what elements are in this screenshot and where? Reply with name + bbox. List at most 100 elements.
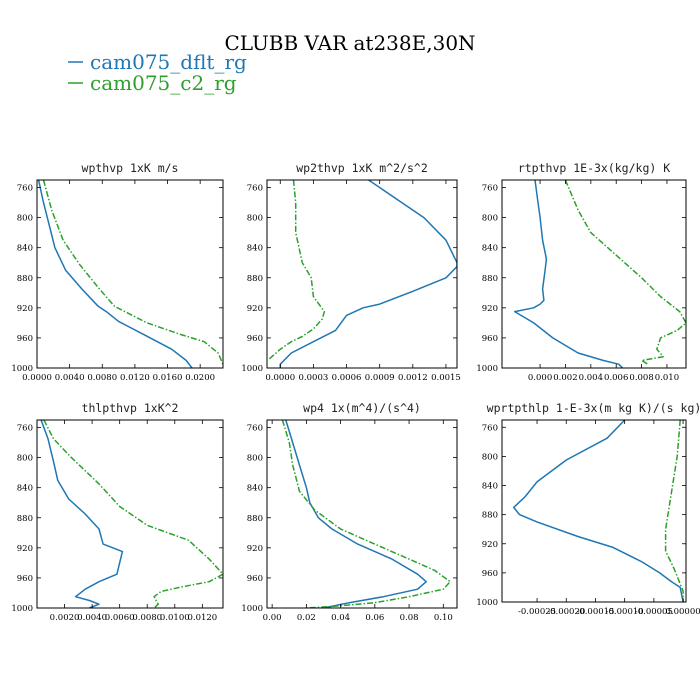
y-tick-label: 960 (17, 574, 33, 584)
x-tick-label: 0.00000 (666, 607, 700, 617)
panel-lines (37, 180, 223, 368)
y-tick-label: 800 (482, 452, 498, 462)
x-tick-label: 0.0160 (153, 373, 183, 383)
x-tick-label: -0.00020 (547, 607, 585, 617)
panel-title: wprtpthlp 1-E-3x(m kg K)/(s kg) (487, 401, 700, 415)
x-tick-label: 0.0012 (398, 373, 428, 383)
series-line-dflt (37, 180, 193, 368)
x-tick-label: 0.0060 (105, 613, 135, 623)
y-tick-label: 1000 (476, 598, 498, 608)
y-tick-label: 920 (17, 544, 33, 554)
y-tick-label: 880 (17, 514, 33, 524)
panel-2: wp2thvp 1xK m^2/s^2 760 800 840 880 920 960 100… (241, 161, 460, 383)
x-tick-label: -0.00015 (576, 607, 614, 617)
panel-lines (281, 420, 451, 608)
series-line-c2 (664, 420, 684, 602)
series-line-c2 (42, 180, 223, 365)
panel-title: wpthvp 1xK m/s (82, 161, 179, 175)
series-line-c2 (281, 420, 451, 608)
x-tick-label: 0.0080 (87, 373, 117, 383)
x-tick-label: 0.0120 (120, 373, 150, 383)
plot-frame (36, 419, 224, 609)
y-tick-label: 880 (482, 274, 498, 284)
y-tick-label: 1000 (241, 364, 263, 374)
x-tick-label: 0.02 (297, 613, 316, 623)
panel-5: wp4 1x(m^4)/(s^4)76080084088092096010000… (241, 401, 458, 623)
panel-lines (513, 180, 686, 368)
x-tick-label: -0.00010 (606, 607, 644, 617)
panel-lines (512, 420, 684, 602)
y-tick-label: 800 (17, 454, 33, 464)
y-tick-label: 880 (482, 511, 498, 521)
panel-6: wprtpthlp 1-E-3x(m kg K)/(s kg) 760 800 840… (476, 401, 700, 617)
y-tick-label: 880 (247, 274, 263, 284)
panel-lines (268, 180, 457, 368)
x-tick-label: 0.0100 (160, 613, 190, 623)
plot-frame (36, 179, 224, 369)
y-tick-label: 760 (247, 424, 263, 434)
x-tick-label: 0.06 (365, 613, 384, 623)
series-line-c2 (43, 420, 223, 608)
y-tick-label: 960 (247, 334, 263, 344)
x-tick-label: 0.004 (579, 373, 603, 383)
panel-4: thlpthvp 1xK^2 760 800 840 880 920 960 1000 0.00… (11, 401, 224, 623)
y-tick-label: 760 (482, 184, 498, 194)
x-tick-label: 0.08 (400, 613, 419, 623)
y-tick-label: 920 (17, 304, 33, 314)
y-tick-label: 800 (247, 454, 263, 464)
figure-title: CLUBB VAR at238E,30N (224, 31, 475, 55)
series-line-dflt (279, 180, 457, 368)
x-tick-label: 0.002 (553, 373, 577, 383)
plot-frame (501, 419, 687, 603)
x-tick-label: -0.00005 (635, 607, 673, 617)
x-tick-label: 0.10 (434, 613, 453, 623)
y-tick-label: 960 (482, 569, 498, 579)
x-tick-label: 0.0000 (22, 373, 52, 383)
y-tick-label: 840 (482, 244, 498, 254)
x-tick-label: 0.000 (528, 373, 552, 383)
y-tick-label: 960 (17, 334, 33, 344)
y-tick-label: 840 (247, 244, 263, 254)
y-tick-label: 760 (482, 423, 498, 433)
y-tick-label: 840 (247, 484, 263, 494)
x-tick-label: 0.0040 (55, 373, 85, 383)
y-tick-label: 920 (482, 304, 498, 314)
y-tick-label: 760 (247, 184, 263, 194)
x-tick-label: 0.0040 (77, 613, 107, 623)
y-tick-label: 960 (482, 334, 498, 344)
panel-title: rtpthvp 1E-3x(kg/kg) K (518, 161, 670, 175)
legend-label-dflt: cam075_dflt_rg (90, 50, 247, 74)
y-tick-label: 840 (482, 482, 498, 492)
y-tick-label: 880 (247, 514, 263, 524)
plot-frame (266, 419, 458, 609)
plot-frame (266, 179, 458, 369)
x-tick-label: 0.006 (604, 373, 628, 383)
y-tick-label: 760 (17, 184, 33, 194)
y-tick-label: 800 (247, 214, 263, 224)
x-tick-label: 0.00 (263, 613, 282, 623)
panel-title: wp2thvp 1xK m^2/s^2 (296, 161, 428, 175)
y-tick-label: 760 (17, 424, 33, 434)
panel-title: thlpthvp 1xK^2 (82, 401, 179, 415)
series-line-c2 (564, 180, 686, 365)
x-tick-label: 0.0015 (431, 373, 461, 383)
x-tick-label: 0.010 (655, 373, 679, 383)
panel-lines (40, 420, 223, 608)
series-line-dflt (513, 180, 624, 368)
y-tick-label: 920 (247, 304, 263, 314)
y-tick-label: 1000 (11, 364, 33, 374)
y-tick-label: 960 (247, 574, 263, 584)
y-tick-label: 1000 (11, 604, 33, 614)
y-tick-label: 800 (482, 214, 498, 224)
legend-label-c2: cam075_c2_rg (90, 71, 237, 95)
x-tick-label: 0.0003 (299, 373, 329, 383)
x-tick-label: 0.0080 (132, 613, 162, 623)
series-line-dflt (40, 420, 124, 608)
x-tick-label: -0.00025 (518, 607, 556, 617)
y-tick-label: 840 (17, 484, 33, 494)
x-tick-label: 0.04 (331, 613, 350, 623)
x-tick-label: 0.0000 (265, 373, 295, 383)
series-line-dflt (512, 420, 684, 602)
x-tick-label: 0.0020 (50, 613, 80, 623)
y-tick-label: 880 (17, 274, 33, 284)
